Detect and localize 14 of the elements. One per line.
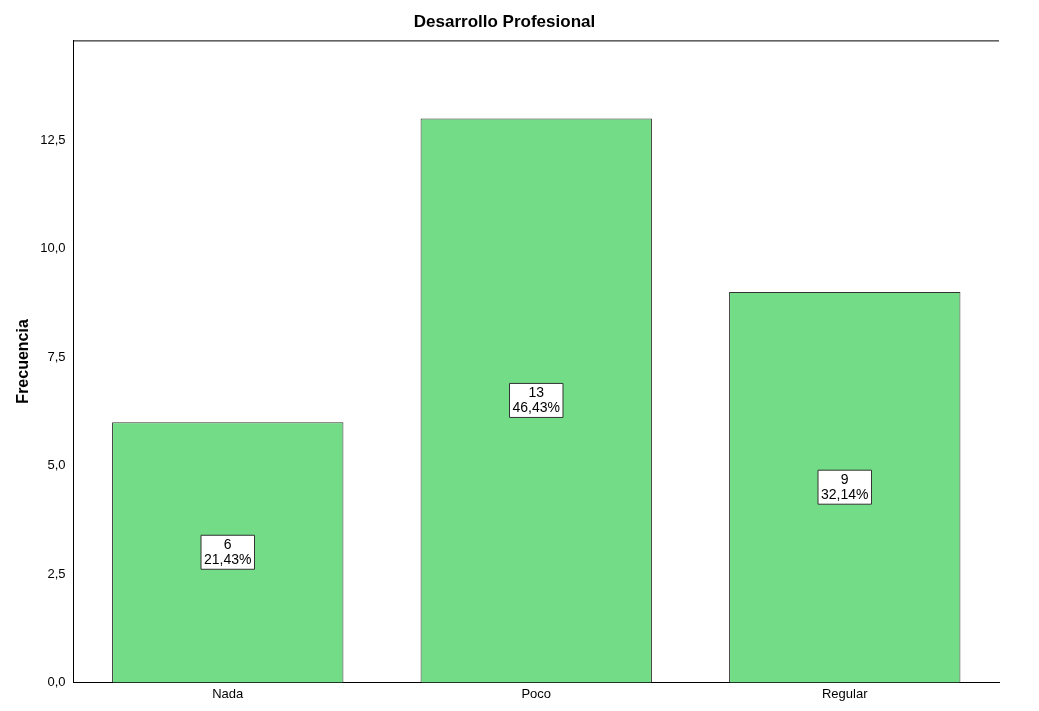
data-label: 9 32,14% xyxy=(821,470,869,502)
data-label: 6 21,43% xyxy=(204,535,252,567)
x-tick-label: Nada xyxy=(212,685,245,701)
y-tick-label: 5,0 xyxy=(47,457,66,473)
y-axis-title: Frecuencia xyxy=(14,319,32,404)
data-label: 13 46,43% xyxy=(512,383,560,415)
y-tick-label: 12,5 xyxy=(40,131,66,147)
y-tick-label: 0,0 xyxy=(47,673,66,689)
x-tick-label: Regular xyxy=(821,685,869,701)
y-tick-label: 10,0 xyxy=(40,240,66,256)
x-tick-label: Poco xyxy=(521,685,552,701)
chart-title: Desarrollo Profesional xyxy=(413,11,596,31)
y-tick-label: 7,5 xyxy=(47,348,66,364)
y-tick-label: 2,5 xyxy=(47,565,66,581)
